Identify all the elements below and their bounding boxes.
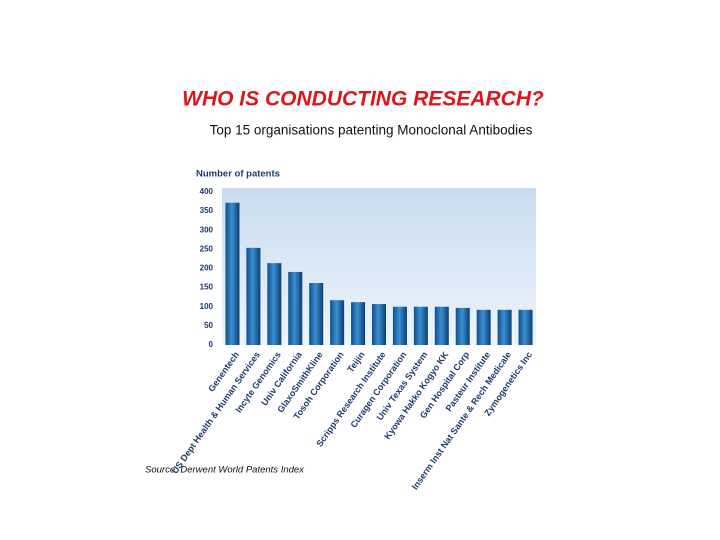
- y-tick-label: 150: [200, 283, 214, 292]
- bar: [246, 247, 261, 345]
- bar: [288, 271, 303, 345]
- bar: [267, 263, 282, 345]
- x-tick-label: US Dept Health & Human Services: [170, 350, 262, 476]
- bar: [497, 309, 512, 345]
- bar: [434, 306, 449, 345]
- bar: [455, 307, 470, 345]
- bar: [372, 304, 386, 345]
- y-axis-title: Number of patents: [196, 169, 280, 180]
- bar: [413, 306, 428, 345]
- bar: [330, 300, 345, 345]
- bar: [225, 202, 240, 345]
- chart-subtitle: Top 15 organisations patenting Monoclona…: [210, 123, 533, 138]
- y-tick-label: 50: [204, 321, 213, 330]
- y-tick-label: 350: [200, 206, 214, 215]
- bar: [351, 302, 366, 345]
- y-tick-label: 200: [200, 264, 214, 273]
- y-tick-label: 300: [200, 225, 214, 234]
- x-tick-label: Teijin: [345, 350, 366, 374]
- slide-title: WHO IS CONDUCTING RESEARCH?: [182, 88, 544, 111]
- bar: [392, 306, 407, 345]
- y-tick-label: 400: [200, 187, 214, 196]
- bar: [476, 309, 491, 345]
- y-tick-label: 250: [200, 244, 214, 253]
- y-tick-label: 100: [200, 302, 214, 311]
- bar: [309, 283, 324, 345]
- bar: [518, 309, 533, 345]
- source-note: Source: Derwent World Patents Index: [145, 465, 305, 476]
- y-tick-label: 0: [209, 340, 214, 349]
